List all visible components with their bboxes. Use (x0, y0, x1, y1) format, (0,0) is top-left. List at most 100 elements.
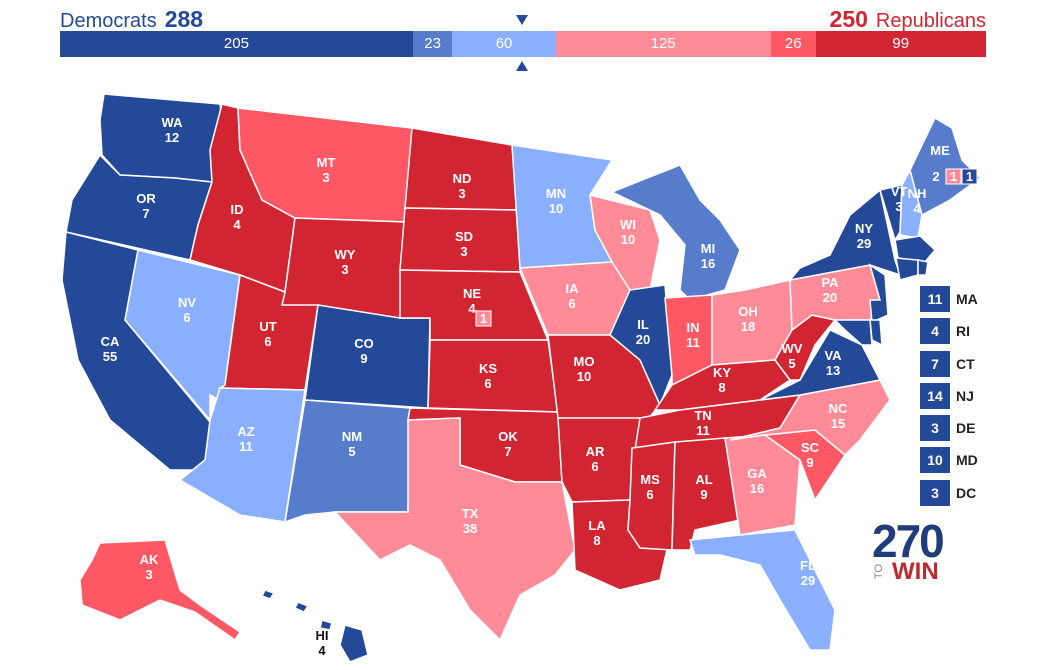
district-box-ne2[interactable] (475, 310, 492, 327)
state-label-ks: KS (479, 361, 497, 376)
state-ev-pa: 20 (823, 290, 837, 305)
state-label-ak: AK (140, 552, 159, 567)
state-fl[interactable] (688, 529, 836, 651)
bar-segment-lean-r: 125 (555, 31, 771, 57)
state-tx[interactable] (333, 417, 576, 642)
state-label-mn: MN (546, 186, 566, 201)
state-label-fl: FL (800, 558, 816, 573)
small-state-dc[interactable]: 3 DC (920, 479, 1000, 506)
state-label-il: IL (637, 317, 649, 332)
state-label-al: AL (695, 472, 712, 487)
state-ev-nc: 15 (831, 416, 845, 431)
state-label-nm: NM (342, 429, 362, 444)
small-state-name: DC (956, 484, 977, 501)
state-ar[interactable] (557, 417, 641, 503)
state-hi-island-1[interactable] (319, 619, 333, 631)
state-ev-az: 11 (239, 439, 253, 454)
bar-segment-safe-d: 205 (60, 31, 413, 57)
state-hi-island-3[interactable] (260, 589, 276, 600)
state-ev-ks: 6 (484, 376, 491, 391)
state-ak[interactable] (79, 539, 242, 642)
district-box-me1[interactable] (945, 168, 962, 185)
state-label-ms: MS (640, 472, 660, 487)
state-label-sd: SD (455, 229, 473, 244)
state-ev-ne: 4 (468, 301, 476, 316)
state-label-nd: ND (453, 171, 472, 186)
state-ev-mn: 10 (549, 201, 563, 216)
state-ks[interactable] (427, 339, 559, 413)
state-ct[interactable] (895, 257, 919, 281)
state-hi[interactable] (339, 624, 369, 663)
state-az[interactable] (178, 387, 306, 523)
state-label-ny: NY (855, 221, 873, 236)
bar-segment-safe-r: 99 (815, 31, 986, 57)
state-label-sc: SC (801, 440, 820, 455)
state-ev-ky: 8 (718, 380, 725, 395)
republicans-label: Republicans (875, 10, 986, 32)
logo-to: TO (873, 564, 885, 580)
small-state-ev-box[interactable]: 3 (920, 415, 950, 442)
state-ev-nd: 3 (458, 186, 465, 201)
district-box-me2[interactable] (961, 168, 978, 185)
state-label-me: ME (930, 143, 950, 158)
state-label-in: IN (687, 320, 700, 335)
state-ma[interactable] (894, 235, 937, 263)
small-state-ev-box[interactable]: 11 (920, 286, 950, 312)
state-nh[interactable] (899, 167, 923, 239)
state-ev-oh: 18 (741, 319, 755, 334)
small-state-md[interactable]: 10 MD (920, 447, 1000, 474)
state-label-nc: NC (829, 401, 848, 416)
small-state-de[interactable]: 3 DE (920, 415, 1000, 442)
small-state-name: RI (956, 323, 970, 340)
state-label-hi: HI (316, 628, 329, 643)
state-ev-nm: 5 (348, 444, 355, 459)
small-state-ev-box[interactable]: 4 (920, 318, 950, 345)
state-label-mo: MO (574, 354, 595, 369)
state-label-tx: TX (462, 506, 479, 521)
state-ev-il: 20 (636, 332, 650, 347)
state-ev-vt: 3 (895, 199, 902, 214)
district-value-me2: 1 (966, 169, 973, 184)
state-label-ok: OK (498, 429, 518, 444)
state-nm[interactable] (284, 399, 411, 524)
state-hi-island-2[interactable] (293, 601, 310, 613)
tally-header: Democrats 288 250 Republicans (0, 0, 1050, 32)
small-state-ev-box[interactable]: 14 (920, 382, 950, 409)
state-ev-nv: 6 (183, 310, 190, 325)
district-value-ne2: 1 (480, 311, 487, 326)
state-ev-tn: 11 (696, 423, 710, 438)
state-ev-va: 13 (826, 363, 840, 378)
district-value-me1: 1 (950, 169, 957, 184)
state-label-wa: WA (162, 115, 184, 130)
state-ev-nh: 4 (913, 201, 921, 216)
state-label-mi: MI (701, 241, 715, 256)
small-state-name: NJ (956, 387, 974, 404)
state-wa[interactable] (99, 93, 223, 183)
small-state-name: DE (956, 420, 976, 437)
small-state-ev-box[interactable]: 7 (920, 350, 950, 377)
state-label-co: CO (354, 336, 374, 351)
state-ev-fl: 29 (801, 573, 815, 588)
small-state-ev-box[interactable]: 10 (920, 447, 950, 474)
small-state-ri[interactable]: 4 RI (920, 318, 1000, 345)
state-label-id: ID (231, 202, 244, 217)
state-label-ga: GA (747, 466, 767, 481)
state-ev-wi: 10 (621, 232, 635, 247)
state-label-ky: KY (713, 365, 731, 380)
state-ev-ms: 6 (646, 487, 653, 502)
small-state-ct[interactable]: 7 CT (920, 350, 1000, 377)
state-ri[interactable] (917, 259, 929, 276)
state-ny[interactable] (788, 188, 902, 282)
state-label-pa: PA (821, 275, 839, 290)
state-ev-mi: 16 (701, 256, 715, 271)
state-md[interactable] (833, 319, 873, 346)
small-state-name: MA (956, 291, 978, 307)
state-mi[interactable] (610, 164, 741, 301)
state-label-nv: NV (178, 295, 196, 310)
state-ev-ar: 6 (591, 459, 598, 474)
small-state-ma[interactable]: 11 MA (920, 286, 1000, 312)
270-marker-bottom-icon (516, 61, 528, 71)
small-state-ev-box[interactable]: 3 (920, 479, 950, 506)
small-state-nj[interactable]: 14 NJ (920, 382, 1000, 409)
state-ev-wv: 5 (788, 356, 795, 371)
